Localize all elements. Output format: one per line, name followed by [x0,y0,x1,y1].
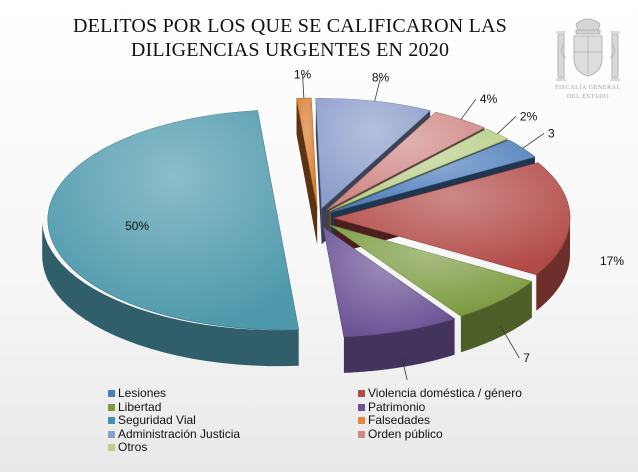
legend-label: Patrimonio [368,399,426,414]
legend-item-violencia-domestica-genero: Violencia doméstica / género [358,386,548,401]
slice-highlight [333,162,571,275]
data-label-libertad: 7 [523,351,530,365]
slice-wall [315,98,322,245]
slice-highlight [329,224,532,317]
legend-item-patrimonio: Patrimonio [358,399,548,415]
slice-highlight [323,227,455,337]
leader-line [500,325,520,359]
legend-item-seguridad-vial: Seguridad Vial [108,413,358,428]
legend-swatch [358,430,365,438]
legend-label: Violencia doméstica / género [368,386,522,400]
legend-swatch [108,403,115,411]
legend-item-otros: Otros [108,440,358,455]
leader-line [374,77,381,102]
slice-violencia-domestica-genero [332,162,571,311]
slice-patrimonio [322,226,456,373]
legend-swatch [108,390,115,398]
chart-title: DELITOS POR LOS QUE SE CALIFICARON LAS D… [60,14,520,62]
slice-highlight [327,112,485,210]
data-label-seguridad-vial: 3 [548,126,555,140]
legend-label: Libertad [118,399,162,414]
slice-side [460,281,532,353]
slice-side [42,222,299,367]
legend-swatch [358,390,365,398]
pie-chart: 1%8%4%2%317%78%50% [42,67,624,380]
legend-label: Otros [118,440,148,454]
legend-label: Lesiones [118,386,167,400]
leader-line [401,356,408,380]
data-label-violencia-domestica-genero: 17% [600,254,624,268]
slice-highlight [331,140,535,213]
chart-title-line-2: DILIGENCIAS URGENTES EN 2020 [130,39,450,61]
legend-label: Orden público [368,426,443,441]
slice-highlight [329,129,508,212]
slice-wall [296,98,318,245]
pie-slices [42,97,571,373]
slice-lesiones [42,110,300,367]
leader-line [302,74,305,99]
leader-line [522,133,545,149]
data-label-falsedades: 1% [294,67,312,81]
slice-highlight [47,110,299,330]
slice-highlight [296,98,318,209]
slice-libertad [329,224,533,353]
data-label-administracion-justicia: 8% [372,71,390,85]
chart-title-line-1: DELITOS POR LOS QUE SE CALIFICARON LAS [73,15,507,37]
legend-item-falsedades: Falsedades [358,413,548,428]
legend-item-lesiones: Lesiones [108,386,358,401]
legend-label: Administración Justicia [118,426,241,441]
legend-label: Seguridad Vial [118,413,196,427]
legend-label: Falsedades [368,413,431,427]
leader-line [497,116,517,135]
legend-swatch [108,430,115,438]
legend: Lesiones Violencia doméstica / género Libe… [108,386,548,455]
legend-item-libertad: Libertad [108,399,358,415]
legend-swatch [108,444,115,452]
slice-labels: 1%8%4%2%317%78%50% [125,67,624,380]
legend-item-orden-publico: Orden público [358,426,548,442]
leader-line [460,98,477,120]
coat-of-arms-icon [556,18,620,81]
slice-highlight [315,98,431,209]
legend-swatch [108,417,115,425]
slice-side [343,318,455,373]
legend-swatch [358,417,365,425]
data-label-lesiones: 50% [125,219,149,233]
legend-swatch [358,403,365,411]
seal-text-line-1: FISCALÍA GENERAL [555,85,621,91]
legend-item-administracion-justicia: Administración Justicia [108,426,358,442]
slice-falsedades [296,97,318,245]
data-label-orden-publico: 4% [480,92,498,106]
seal-text: FISCALÍA GENERAL DEL ESTADO [548,84,628,102]
data-label-otros: 2% [520,109,538,123]
seal-text-line-2: DEL ESTADO [566,94,610,100]
slice-side [536,216,570,311]
